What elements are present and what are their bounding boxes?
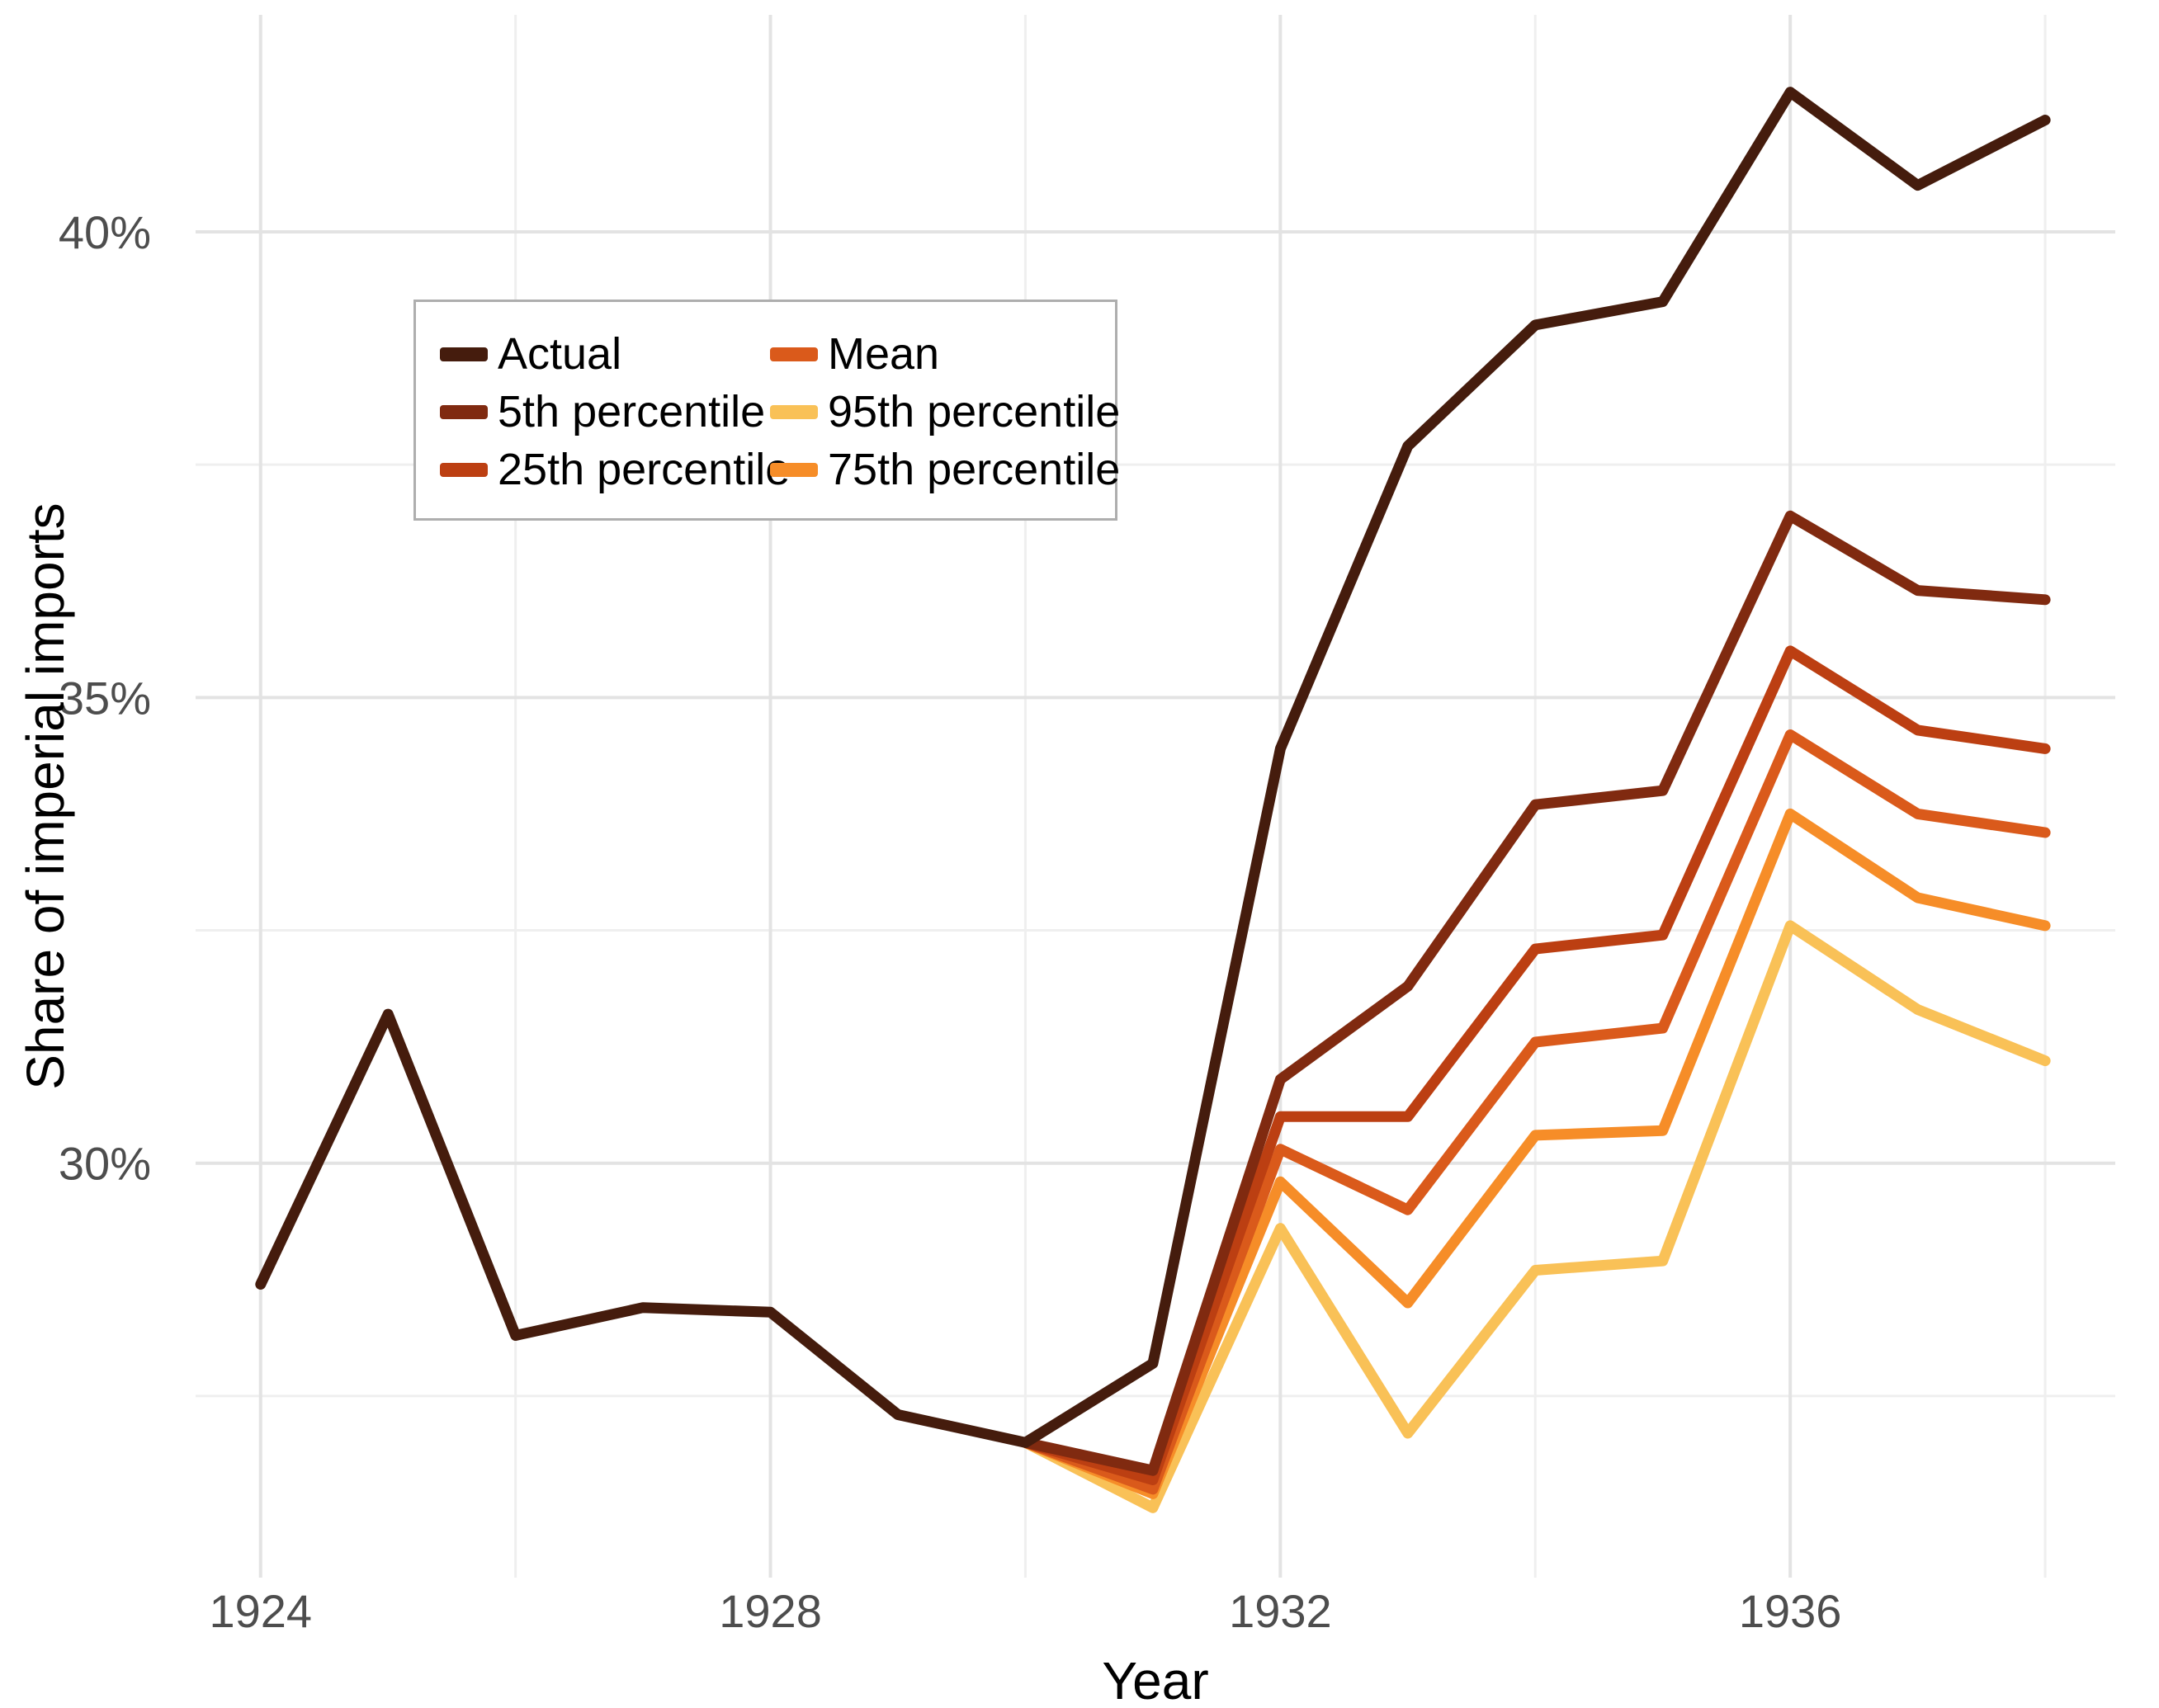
legend-item-actual: Actual <box>440 325 770 383</box>
legend-swatch-mean <box>770 347 818 361</box>
legend-label-mean: Mean <box>828 329 940 379</box>
legend: Actual 5th percentile 25th percentile Me… <box>413 300 1120 521</box>
legend-swatch-5th-percentile <box>440 404 488 419</box>
legend-swatch-actual <box>440 347 488 361</box>
legend-label-75th-percentile: 75th percentile <box>828 445 1121 494</box>
legend-item-5th-percentile: 5th percentile <box>440 383 770 441</box>
x-tick-label-1932: 1932 <box>1229 1585 1332 1637</box>
legend-item-mean: Mean <box>770 325 1120 383</box>
series-line-5th-percentile <box>1020 510 2051 1476</box>
series-line-25th-percentile <box>1020 645 2051 1485</box>
y-tick-label-40%: 40% <box>59 206 151 258</box>
series-line-mean <box>1020 729 2051 1495</box>
legend-swatch-75th-percentile <box>770 462 818 477</box>
x-tick-label-1924: 1924 <box>209 1585 312 1637</box>
legend-label-5th-percentile: 5th percentile <box>498 387 766 436</box>
y-tick-label-30%: 30% <box>59 1138 151 1190</box>
legend-swatch-95th-percentile <box>770 404 818 419</box>
legend-label-actual: Actual <box>498 329 622 379</box>
series-lines <box>255 87 2051 1513</box>
grid-major-lines <box>196 15 2115 1578</box>
y-axis-title: Share of imperial imports <box>16 502 75 1090</box>
legend-item-95th-percentile: 95th percentile <box>770 383 1120 441</box>
x-tick-label-1936: 1936 <box>1739 1585 1842 1637</box>
legend-label-95th-percentile: 95th percentile <box>828 387 1121 436</box>
legend-item-75th-percentile: 75th percentile <box>770 441 1120 498</box>
series-line-95th-percentile <box>1020 920 2051 1513</box>
series-line-actual <box>255 87 2051 1448</box>
legend-swatch-25th-percentile <box>440 462 488 477</box>
legend-item-25th-percentile: 25th percentile <box>440 441 790 498</box>
y-axis-tick-labels: 30% 35% 40% <box>59 206 151 1190</box>
legend-label-25th-percentile: 25th percentile <box>498 445 791 494</box>
x-axis-tick-labels: 1924 1928 1932 1936 <box>209 1585 1841 1637</box>
y-tick-label-35%: 35% <box>59 672 151 724</box>
x-tick-label-1928: 1928 <box>719 1585 822 1637</box>
x-axis-title: Year <box>1102 1651 1209 1708</box>
